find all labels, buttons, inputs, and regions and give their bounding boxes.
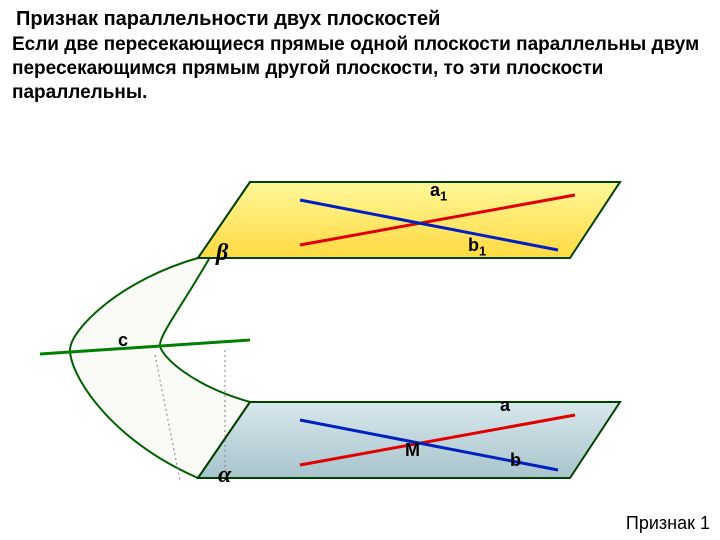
parallel-planes-diagram: a1 b1 c a M b β α bbox=[0, 140, 720, 500]
label-beta: β bbox=[216, 240, 228, 267]
label-b: b bbox=[510, 450, 521, 471]
label-b1: b1 bbox=[468, 235, 486, 259]
label-c: c bbox=[118, 330, 128, 351]
theorem-text: Если две пересекающиеся прямые одной пло… bbox=[0, 33, 720, 104]
diagram-svg bbox=[0, 140, 720, 500]
label-M: M bbox=[405, 440, 420, 461]
label-a: a bbox=[500, 395, 510, 416]
label-a1: a1 bbox=[430, 180, 447, 204]
page-title: Признак параллельности двух плоскостей bbox=[0, 0, 720, 33]
label-alpha: α bbox=[218, 462, 231, 489]
footer-label: Признак 1 bbox=[626, 513, 710, 534]
